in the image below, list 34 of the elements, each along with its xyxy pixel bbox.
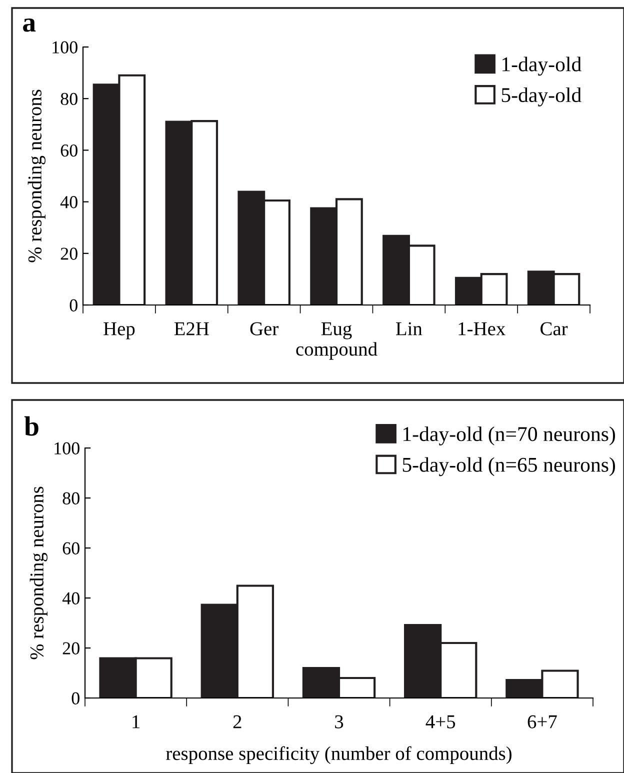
x-axis-title: compound [296,342,378,360]
text: b [24,416,38,436]
y-tick-label: 60 [60,144,78,157]
x-tick-label: Ger [250,322,278,336]
y-tick-label: 20 [62,642,80,654]
x-tick-label: 2 [233,715,242,728]
x-tick-label: 1-Hex [458,322,506,336]
y-tick-label: 80 [60,92,78,106]
y-tick-label: 40 [60,196,78,208]
x-tick-label: Hep [104,322,135,340]
x-tick-label: Car [540,322,568,336]
text: a [23,18,36,32]
legend-label: 5-day-old [502,87,582,106]
x-tick-label: Eug [321,322,352,340]
legend-label: 1-day-old (n=70 neurons) [404,426,616,446]
x-tick-label: E2H [174,322,209,336]
x-axis-title: response specificity (number of compounds) [166,746,512,764]
y-axis-title: % responding neurons [30,486,48,660]
x-tick-label: 6+7 [528,715,557,728]
legend-label: 5-day-old (n=65 neurons) [402,457,616,476]
x-tick-label: 1 [132,715,140,728]
x-tick-label: Lin [396,322,422,336]
y-tick-label: 40 [62,592,80,604]
y-tick-label: 100 [54,442,80,454]
y-tick-label: 20 [60,248,78,260]
legend-label: 1-day-old [502,56,582,76]
y-tick-label: 0 [70,299,78,312]
y-tick-label: 60 [62,542,80,554]
x-tick-label: 4+5 [426,715,456,728]
x-tick-label: 3 [335,715,344,728]
y-tick-label: 80 [62,492,80,504]
y-axis-title: % responding neurons [28,90,46,262]
y-tick-label: 0 [72,692,80,704]
y-tick-label: 100 [52,41,78,54]
